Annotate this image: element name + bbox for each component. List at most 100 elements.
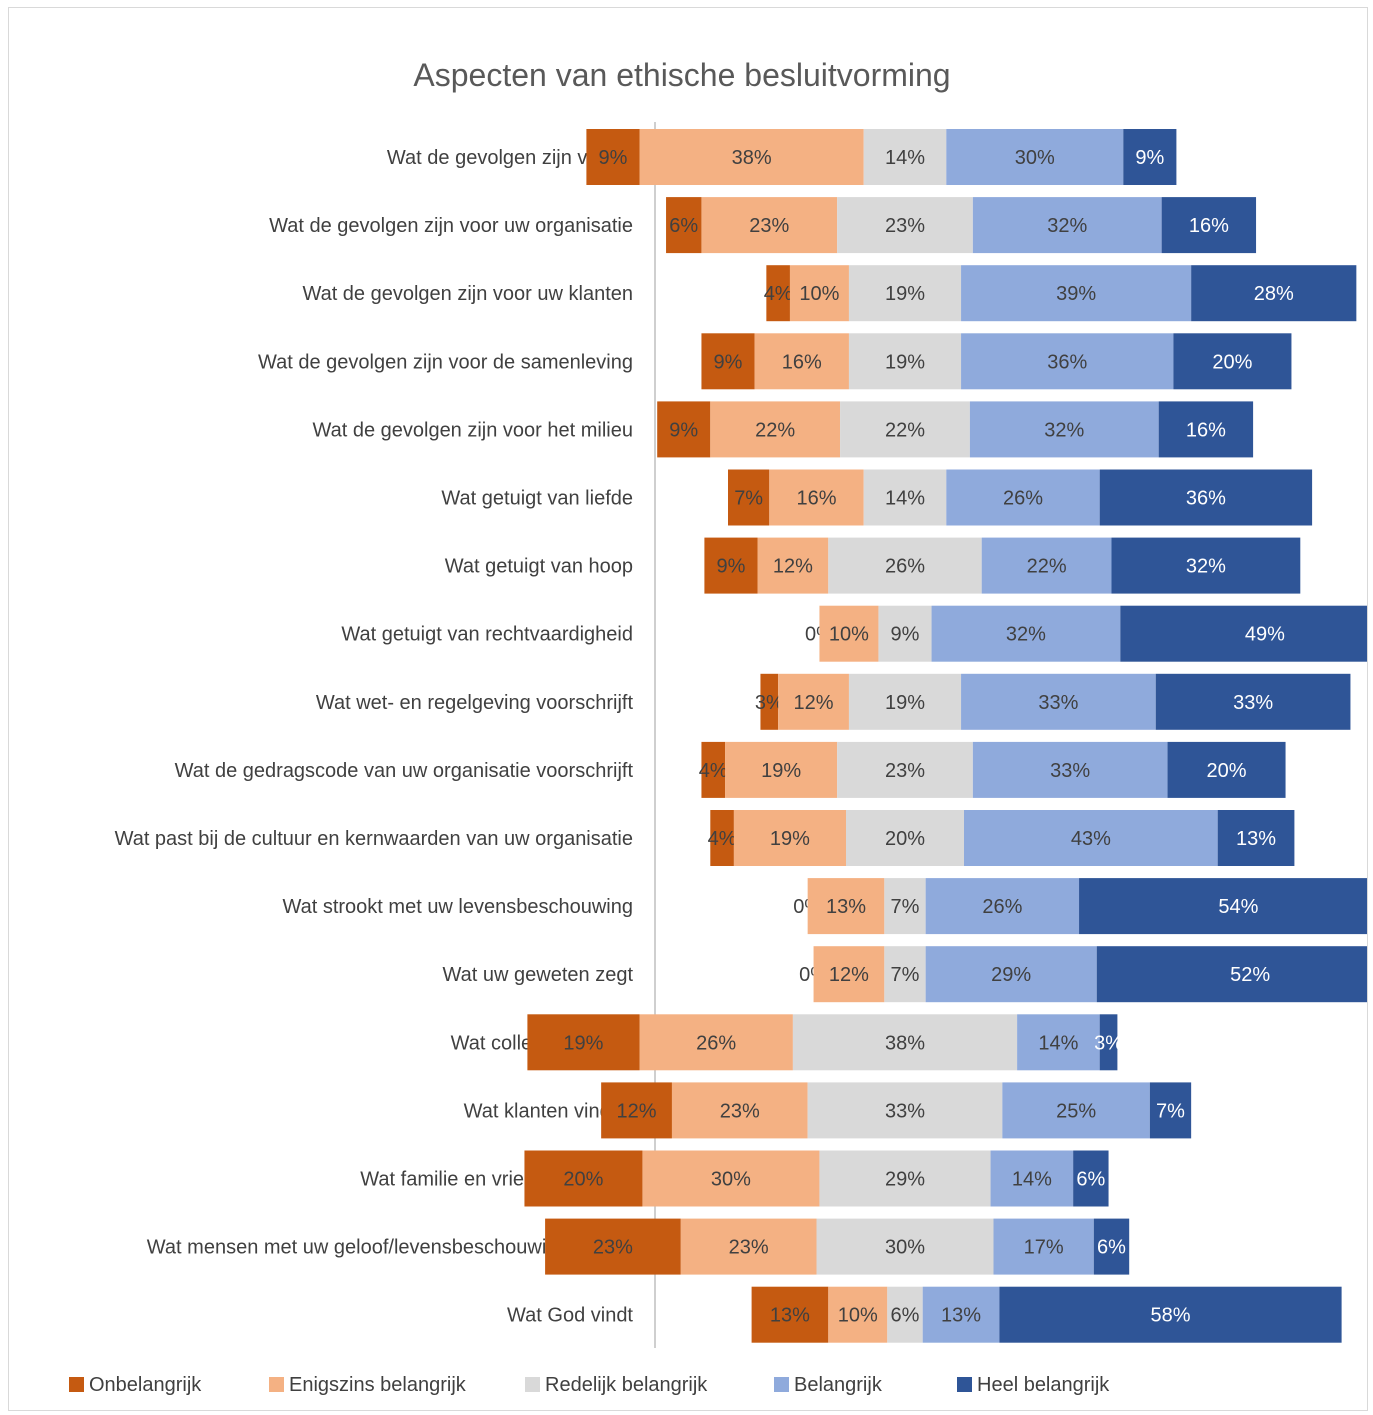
bar-segment-enigszins-belangrijk — [754, 333, 849, 390]
diverging-stacked-bar-chart: Aspecten van ethische besluitvorming Wat… — [69, 57, 1367, 1396]
bar-segment-redelijk-belangrijk — [837, 741, 973, 798]
bar-segment-enigszins-belangrijk — [769, 469, 864, 526]
legend-label: Redelijk belangrijk — [545, 1374, 708, 1396]
bar-segment-enigszins-belangrijk — [710, 401, 841, 458]
data-label: 13% — [826, 896, 866, 918]
category-label: Wat de gevolgen zijn voor uw klanten — [302, 283, 633, 305]
data-label: 29% — [991, 964, 1031, 986]
data-label: 9% — [598, 147, 627, 169]
category-label: Wat God vindt — [507, 1305, 633, 1327]
data-label: 52% — [1230, 964, 1270, 986]
bar-segment-heel-belangrijk — [1149, 1082, 1192, 1139]
bar-segment-onbelangrijk — [701, 741, 726, 798]
bar-segment-enigszins-belangrijk — [639, 1014, 793, 1071]
bar-segment-redelijk-belangrijk — [816, 1218, 994, 1275]
data-label: 10% — [838, 1305, 878, 1327]
bar-segment-belangrijk — [961, 673, 1156, 730]
data-label: 19% — [885, 351, 925, 373]
data-label: 9% — [891, 624, 920, 646]
legend-swatch — [774, 1377, 789, 1392]
bar-segment-heel-belangrijk — [1191, 265, 1357, 322]
data-label: 12% — [617, 1100, 657, 1122]
data-label: 10% — [799, 283, 839, 305]
bar-segment-redelijk-belangrijk — [848, 673, 962, 730]
bar-segment-enigszins-belangrijk — [828, 1286, 888, 1343]
bar-rows: Wat de gevolgen zijn voor u9% 38% 14% 30% 9%… — [115, 129, 1367, 1343]
bar-segment-belangrijk — [946, 469, 1100, 526]
bar-row: Wat de gevolgen zijn voor de samenleving… — [258, 333, 1292, 390]
bar-row: Wat strookt met uw levensbeschouwing0%13… — [282, 878, 1367, 935]
bar-row: Wat de gevolgen zijn voor uw klanten 4% 10… — [302, 265, 1357, 322]
bar-segment-enigszins-belangrijk — [639, 129, 864, 185]
bar-segment-onbelangrijk — [657, 401, 711, 458]
category-label: Wat getuigt van liefde — [441, 488, 633, 510]
data-label: 4% — [699, 760, 728, 782]
bar-segment-belangrijk — [946, 129, 1124, 185]
bar-segment-belangrijk — [972, 197, 1162, 254]
bar-segment-redelijk-belangrijk — [863, 129, 947, 185]
data-label: 4% — [764, 283, 793, 305]
category-label: Wat de gevolgen zijn voor het milieu — [312, 419, 633, 441]
data-label: 29% — [885, 1169, 925, 1191]
bar-segment-enigszins-belangrijk — [789, 265, 849, 322]
bar-segment-onbelangrijk — [766, 265, 790, 322]
bar-segment-belangrijk — [990, 1150, 1074, 1207]
data-label: 43% — [1071, 828, 1111, 850]
legend-item-enigszins-belangrijk: Enigszins belangrijk — [269, 1374, 467, 1396]
bar-row: Wat de gevolgen zijn voor uw organisatie… — [269, 197, 1257, 254]
category-label: Wat klanten vinden — [464, 1100, 633, 1122]
legend-item-belangrijk: Belangrijk — [774, 1374, 883, 1396]
bar-segment-heel-belangrijk — [1096, 946, 1367, 1003]
bar-segment-heel-belangrijk — [1173, 333, 1292, 390]
legend-swatch — [69, 1377, 84, 1392]
bar-segment-enigszins-belangrijk — [819, 605, 879, 662]
category-label: Wat mensen met uw geloof/levensbeschouwi… — [147, 1237, 633, 1259]
data-label: 26% — [696, 1032, 736, 1054]
bar-row: Wat de gedragscode van uw organisatie vo… — [175, 741, 1286, 798]
data-label: 22% — [1027, 556, 1067, 578]
bar-row: Wat uw geweten zegt0%12%7%29%52% — [443, 946, 1367, 1003]
legend-label: Belangrijk — [794, 1374, 883, 1396]
data-label: 14% — [1012, 1169, 1052, 1191]
data-label: 32% — [1047, 215, 1087, 237]
data-label: 58% — [1150, 1305, 1190, 1327]
bar-row: Wat God vindt 13% 10% 6% 13% 58% — [507, 1286, 1342, 1343]
chart-frame: Aspecten van ethische besluitvorming Wat… — [8, 7, 1368, 1411]
data-label: 30% — [885, 1237, 925, 1259]
data-label: 23% — [729, 1237, 769, 1259]
bar-segment-redelijk-belangrijk — [848, 333, 962, 390]
bar-segment-redelijk-belangrijk — [828, 537, 982, 594]
data-label: 19% — [885, 692, 925, 714]
bar-segment-onbelangrijk — [760, 673, 779, 730]
data-label: 36% — [1047, 351, 1087, 373]
bar-segment-belangrijk — [922, 1286, 1000, 1343]
category-label: Wat de gevolgen zijn voor uw organisatie — [269, 215, 633, 237]
bar-segment-enigszins-belangrijk — [701, 197, 838, 254]
bar-segment-onbelangrijk — [701, 333, 755, 390]
data-label: 32% — [1006, 624, 1046, 646]
bar-segment-belangrijk — [993, 1218, 1094, 1275]
category-label: Wat uw geweten zegt — [443, 964, 634, 986]
bar-segment-enigszins-belangrijk — [813, 946, 885, 1003]
bar-segment-heel-belangrijk — [1099, 469, 1313, 526]
data-label: 9% — [669, 419, 698, 441]
category-label: Wat de gedragscode van uw organisatie vo… — [175, 760, 634, 782]
data-label: 22% — [885, 419, 925, 441]
data-label: 23% — [749, 215, 789, 237]
data-label: 33% — [1050, 760, 1090, 782]
data-label: 19% — [770, 828, 810, 850]
bar-segment-redelijk-belangrijk — [878, 605, 932, 662]
bar-segment-redelijk-belangrijk — [863, 469, 947, 526]
data-label: 19% — [885, 283, 925, 305]
bar-row: Wat wet- en regelgeving voorschrijft 3% 12… — [316, 673, 1351, 730]
data-label: 19% — [563, 1032, 603, 1054]
data-label: 4% — [708, 828, 737, 850]
data-label: 36% — [1186, 488, 1226, 510]
chart-title: Aspecten van ethische besluitvorming — [413, 57, 950, 93]
data-label: 23% — [593, 1237, 633, 1259]
data-label: 23% — [885, 760, 925, 782]
bar-segment-heel-belangrijk — [1155, 673, 1351, 730]
data-label: 54% — [1218, 896, 1258, 918]
data-label: 30% — [1015, 147, 1055, 169]
